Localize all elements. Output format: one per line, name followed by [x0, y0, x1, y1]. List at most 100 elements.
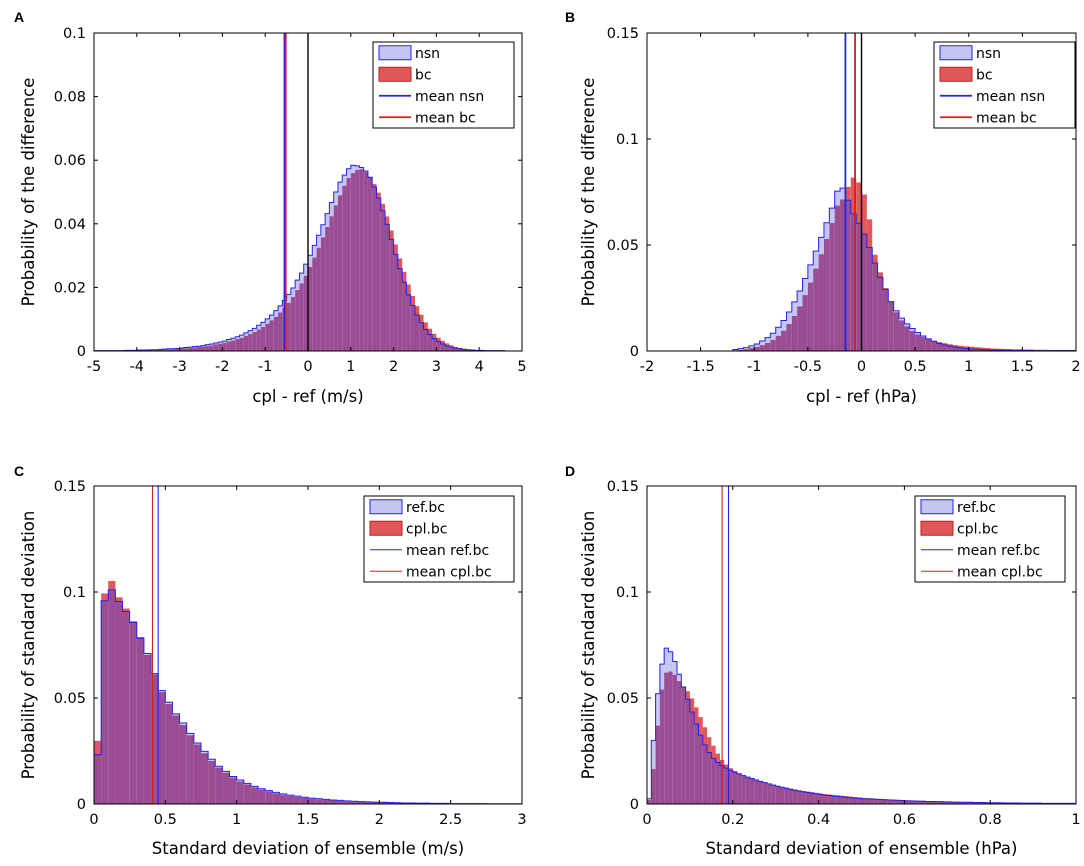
bar-overlap [801, 791, 806, 804]
bar-overlap [186, 735, 194, 804]
bar-overlap [410, 305, 415, 351]
bar-cpl.bc [827, 794, 832, 796]
y-tick-label: 0.15 [607, 479, 639, 495]
bar-overlap [252, 331, 257, 351]
bar-nsn [802, 278, 808, 296]
bar-bc [990, 348, 996, 350]
y-tick-label: 0.05 [54, 691, 86, 707]
bar-overlap [870, 799, 875, 804]
bar-nsn [764, 337, 771, 343]
bar-overlap [115, 601, 123, 804]
bar-overlap [689, 711, 695, 804]
bar-ref.bc [179, 723, 187, 725]
bar-nsn [295, 280, 300, 290]
bar-overlap [380, 210, 386, 351]
bar-overlap [672, 674, 678, 804]
bar-bc [963, 346, 969, 349]
bar-overlap [372, 802, 380, 804]
bar-bc [1006, 349, 1012, 351]
y-tick-label: 0.05 [607, 238, 639, 254]
bar-overlap [952, 347, 959, 351]
x-tick-label: 2.5 [439, 812, 462, 828]
bar-overlap [899, 320, 905, 351]
bar-bc [380, 203, 386, 211]
bar-cpl.bc [814, 792, 819, 794]
legend-label: mean cpl.bc [406, 564, 492, 580]
bar-overlap [775, 786, 780, 804]
x-tick-label: 1.5 [296, 812, 319, 828]
bar-overlap [810, 793, 815, 804]
bar-bc [389, 230, 394, 240]
bar-overlap [286, 795, 294, 804]
bar-overlap [179, 724, 187, 804]
bar-nsn [320, 224, 326, 238]
bar-cpl.bc [728, 768, 733, 771]
bar-cpl.bc [715, 753, 720, 763]
legend-label: ref.bc [957, 500, 996, 516]
bar-overlap [827, 795, 832, 804]
bar-overlap [655, 725, 660, 804]
x-tick-label: 0 [642, 812, 651, 828]
bar-overlap [941, 344, 948, 351]
y-tick-label: 0.15 [54, 479, 86, 495]
bar-overlap [852, 798, 858, 804]
bar-overlap [230, 340, 236, 351]
bar-overlap [379, 802, 387, 804]
bar-ref.bc [172, 713, 180, 716]
bar-overlap [153, 349, 159, 351]
bar-nsn [797, 291, 803, 307]
bar-bc [952, 345, 959, 348]
bar-overlap [243, 335, 249, 351]
bar-overlap [981, 802, 986, 804]
bar-overlap [350, 801, 358, 804]
bar-nsn [308, 255, 313, 267]
bar-nsn [786, 311, 792, 324]
panel-label: A [14, 9, 24, 25]
bar-overlap [236, 781, 244, 804]
bar-overlap [290, 296, 296, 351]
y-axis-label: Probability of the difference [579, 78, 598, 307]
bar-cpl.bc [848, 796, 853, 798]
bar-overlap [877, 277, 883, 351]
bar-overlap [365, 802, 373, 804]
bar-ref.bc [193, 742, 201, 745]
x-tick-label: -1 [747, 359, 761, 375]
bar-overlap [432, 338, 437, 351]
bar-nsn [899, 318, 905, 321]
bar-overlap [764, 342, 771, 351]
bar-overlap [397, 268, 403, 351]
bar-overlap [171, 349, 176, 351]
bar-nsn [226, 339, 231, 342]
bar-overlap [936, 343, 942, 351]
legend-label: ref.bc [406, 500, 445, 516]
bar-bc [385, 216, 390, 225]
panel-label: C [14, 463, 24, 479]
bar-bc [432, 333, 437, 339]
bar-ref.bc [651, 740, 656, 770]
bar-ref.bc [672, 661, 678, 675]
bar-nsn [748, 345, 755, 349]
bar-overlap [964, 802, 969, 804]
bar-overlap [449, 347, 454, 351]
x-tick-label: 1 [232, 812, 241, 828]
bar-overlap [260, 326, 266, 351]
bar-ref.bc [655, 693, 660, 726]
legend-swatch-blue [369, 499, 403, 515]
bar-overlap [265, 323, 270, 351]
bar-overlap [984, 349, 991, 351]
bar-overlap [979, 349, 985, 351]
bar-overlap [758, 781, 763, 804]
bar-overlap [955, 802, 961, 804]
bar-overlap [802, 295, 808, 351]
axes-box [646, 485, 1077, 805]
bar-overlap [222, 772, 230, 804]
bar-bc [936, 342, 942, 344]
bar-overlap [958, 347, 964, 351]
bar-bc [1000, 348, 1007, 351]
bar-nsn [759, 341, 765, 346]
bar-overlap [357, 801, 366, 804]
bar-ref.bc [677, 674, 682, 682]
bar-cpl.bc [844, 796, 849, 798]
bar-overlap [840, 199, 846, 351]
